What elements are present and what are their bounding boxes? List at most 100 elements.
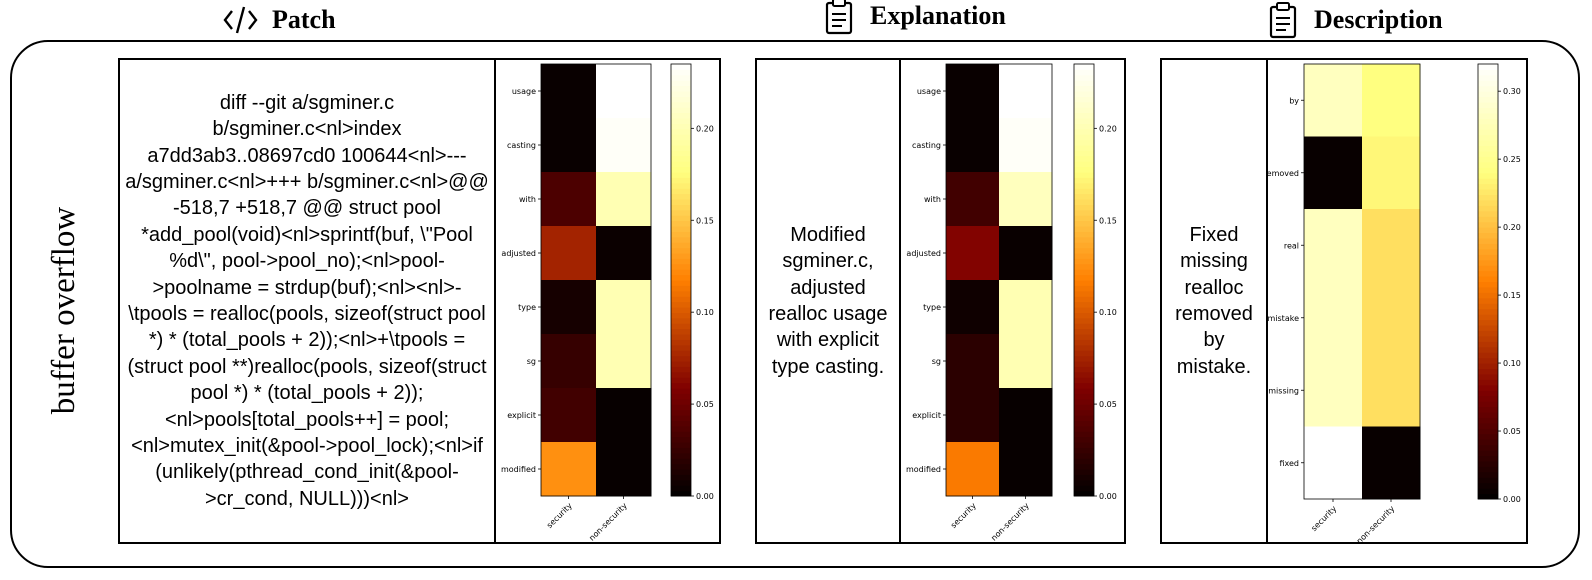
heatmap-cell <box>1362 281 1421 355</box>
colorbar-segment <box>1478 189 1498 195</box>
colorbar-segment <box>1074 96 1094 103</box>
colorbar-tick-label: 0.20 <box>1099 124 1117 133</box>
colorbar-border <box>1477 63 1499 500</box>
colorbar-segment <box>671 161 691 168</box>
y-tick-label: fixed <box>1279 459 1299 468</box>
colorbar-segment <box>1478 74 1498 81</box>
colorbar-segment <box>1478 129 1498 136</box>
colorbar-segment <box>1074 74 1094 81</box>
colorbar-segment <box>1478 466 1498 473</box>
heatmap-cell <box>596 280 652 335</box>
colorbar-segment <box>671 253 691 259</box>
colorbar-tick-label: 0.10 <box>1099 308 1117 317</box>
colorbar-segment <box>1478 151 1498 157</box>
colorbar-tick-label: 0.05 <box>696 400 714 409</box>
colorbar-segment <box>1478 102 1498 108</box>
x-tick-label: security <box>545 501 574 530</box>
colorbar-segment <box>1074 447 1094 454</box>
description-heatmap-panel: by removed real mistake missing fixed security… <box>1266 58 1528 544</box>
colorbar-segment <box>671 242 691 249</box>
x-tick-label: non-security <box>587 501 629 542</box>
colorbar-segment <box>671 96 691 103</box>
colorbar-segment <box>671 328 691 335</box>
x-tick-label: non-security <box>1355 504 1397 542</box>
y-tick-label: casting <box>912 141 941 150</box>
x-tick-label: non-security <box>989 501 1031 542</box>
y-tick-label: with <box>519 195 536 204</box>
colorbar-segment <box>1074 209 1094 216</box>
heatmap-cell <box>596 64 652 119</box>
colorbar-segment <box>671 404 691 411</box>
row-label: buffer overflow <box>35 140 95 480</box>
colorbar-segment <box>1074 177 1094 184</box>
colorbar-segment <box>671 323 691 330</box>
colorbar-segment <box>671 74 691 81</box>
colorbar-segment <box>671 409 691 416</box>
heatmap-cell <box>596 118 652 173</box>
colorbar-segment <box>1074 220 1094 227</box>
colorbar-segment <box>1478 80 1498 87</box>
colorbar-segment <box>671 371 691 378</box>
colorbar-tick-label: 0.15 <box>1503 291 1521 300</box>
colorbar-segment <box>1074 377 1094 384</box>
colorbar-segment <box>671 458 691 465</box>
colorbar-segment <box>1478 439 1498 446</box>
colorbar-segment <box>671 139 691 146</box>
colorbar-segment <box>1478 444 1498 451</box>
heatmap-cell <box>946 172 1000 227</box>
colorbar-segment <box>1478 199 1498 206</box>
colorbar-segment <box>1478 352 1498 359</box>
colorbar-segment <box>1074 236 1094 243</box>
colorbar-segment <box>1074 101 1094 108</box>
heatmap-cell <box>999 226 1053 281</box>
colorbar-segment <box>671 188 691 195</box>
colorbar-segment <box>1074 366 1094 373</box>
colorbar-segment <box>1478 488 1498 495</box>
description-heatmap: by removed real mistake missing fixed security… <box>1268 63 1521 542</box>
colorbar-segment <box>1478 118 1498 125</box>
colorbar-segment <box>1478 178 1498 185</box>
explanation-heatmap: usage casting with adjusted type sg explicit mo… <box>906 63 1117 542</box>
colorbar-border <box>1073 63 1095 497</box>
colorbar-segment <box>1074 85 1094 92</box>
colorbar-segment <box>1478 145 1498 152</box>
colorbar-segment <box>1074 182 1094 189</box>
colorbar-segment <box>1478 210 1498 217</box>
colorbar-segment <box>671 193 691 200</box>
colorbar-segment <box>1074 469 1094 475</box>
colorbar-segment <box>671 285 691 292</box>
y-tick-label: explicit <box>912 411 941 420</box>
patch-heatmap: usage casting with adjusted type sg explicit mo… <box>501 63 714 542</box>
colorbar-segment <box>671 447 691 454</box>
colorbar-segment <box>1074 425 1094 432</box>
colorbar-segment <box>1074 485 1094 492</box>
colorbar-segment <box>671 350 691 357</box>
colorbar-segment <box>671 436 691 443</box>
colorbar-segment <box>1478 384 1498 391</box>
y-tick-label: by <box>1289 96 1299 105</box>
heatmap-cell <box>946 442 1000 497</box>
heatmap-cell <box>1362 354 1421 427</box>
colorbar-segment <box>1074 334 1094 340</box>
colorbar-segment <box>1074 415 1094 421</box>
heatmap-cell <box>596 226 652 281</box>
colorbar-segment <box>1074 263 1094 270</box>
header-explanation-title: Explanation <box>870 1 1006 30</box>
colorbar-segment <box>671 269 691 276</box>
heatmap-cell <box>999 64 1053 119</box>
colorbar-segment <box>1074 80 1094 87</box>
colorbar-segment <box>671 469 691 475</box>
colorbar-segment <box>1478 460 1498 467</box>
colorbar-segment <box>1478 107 1498 114</box>
heatmap-cell <box>541 226 597 281</box>
colorbar-segment <box>1074 155 1094 162</box>
colorbar-segment <box>1478 123 1498 130</box>
colorbar-segment <box>1074 382 1094 389</box>
colorbar-segment <box>1074 474 1094 481</box>
code-icon <box>223 6 258 34</box>
colorbar-segment <box>1478 183 1498 190</box>
patch-text: diff --git a/sgminer.c b/sgminer.c<nl>in… <box>125 91 489 510</box>
colorbar-segment <box>1478 471 1498 478</box>
colorbar-segment <box>671 388 691 394</box>
colorbar-segment <box>671 317 691 324</box>
